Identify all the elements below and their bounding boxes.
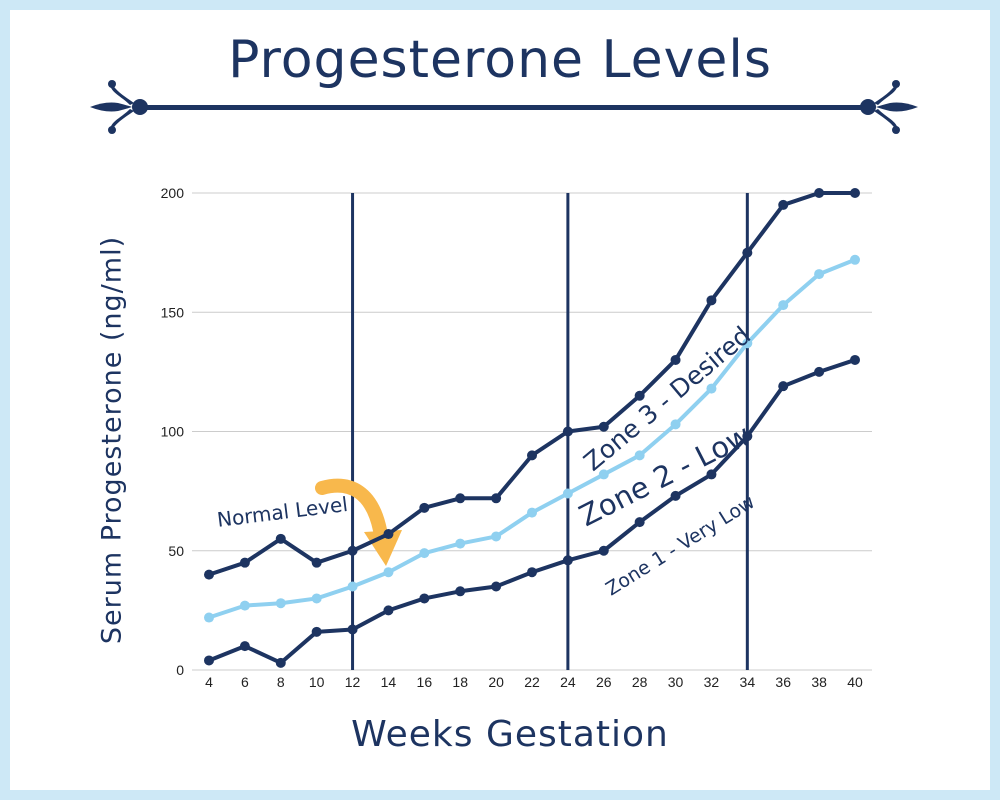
data-point-middle (383, 567, 394, 578)
data-point-lower (598, 545, 609, 556)
left-fleur-ornament (90, 80, 148, 134)
x-tick-label: 16 (417, 674, 433, 690)
data-point-lower (311, 626, 322, 637)
data-point-middle (598, 469, 609, 480)
x-tick-label: 18 (452, 674, 468, 690)
x-tick-label: 24 (560, 674, 576, 690)
data-point-upper (634, 390, 645, 401)
x-tick-label: 10 (309, 674, 325, 690)
x-tick-label: 4 (205, 674, 213, 690)
x-tick-label: 30 (668, 674, 684, 690)
data-point-lower (491, 581, 502, 592)
data-point-lower (706, 469, 717, 480)
data-point-upper (311, 557, 322, 568)
data-point-middle (527, 507, 537, 518)
y-axis-label: Serum Progesterone (ng/ml) (96, 235, 128, 645)
data-point-lower (742, 431, 753, 442)
data-point-upper (419, 502, 430, 513)
data-point-upper (491, 493, 502, 504)
data-point-lower (634, 517, 645, 528)
data-point-upper (527, 450, 537, 461)
x-tick-label: 36 (775, 674, 791, 690)
data-point-lower (455, 586, 466, 597)
data-point-lower (670, 490, 681, 501)
data-point-upper (455, 493, 466, 504)
data-point-upper (670, 354, 681, 365)
x-tick-label: 34 (740, 674, 756, 690)
data-point-lower (527, 567, 537, 578)
data-point-lower (239, 641, 250, 652)
data-point-lower (419, 593, 430, 604)
series-line-middle (208, 257, 856, 620)
data-point-upper (347, 545, 358, 556)
data-point-middle (419, 548, 430, 559)
data-point-upper (275, 533, 286, 544)
y-tick-label: 100 (161, 424, 185, 440)
y-tick-label: 0 (176, 662, 184, 678)
right-fleur-ornament (860, 80, 918, 134)
data-point-middle (850, 254, 860, 265)
x-axis-label: Weeks Gestation (351, 714, 669, 755)
y-tick-label: 50 (168, 543, 184, 559)
data-point-middle (491, 531, 502, 542)
y-tick-label: 200 (161, 185, 185, 201)
x-tick-label: 22 (524, 674, 540, 690)
data-point-lower (850, 354, 860, 365)
data-point-lower (778, 381, 789, 392)
arrow-shaft (315, 478, 387, 537)
data-point-upper (204, 569, 214, 580)
data-point-upper (814, 188, 825, 198)
data-point-upper (383, 529, 394, 540)
normal-level-annotation: Normal Level (216, 492, 349, 532)
x-tick-label: 6 (241, 674, 249, 690)
y-tick-label: 150 (161, 304, 185, 320)
x-tick-label: 40 (847, 674, 863, 690)
data-point-upper (562, 426, 573, 437)
data-point-middle (778, 300, 789, 311)
data-point-middle (239, 600, 250, 611)
data-point-middle (706, 383, 717, 394)
data-point-upper (742, 247, 753, 258)
page-title: Progesterone Levels (228, 30, 772, 90)
ornamental-divider (90, 80, 918, 134)
data-point-middle (347, 581, 358, 592)
divider-line (135, 105, 865, 110)
data-point-middle (311, 593, 322, 604)
data-point-lower (562, 555, 573, 566)
data-point-upper (778, 199, 789, 210)
data-point-lower (204, 655, 214, 666)
data-point-middle (562, 488, 573, 499)
data-point-middle (742, 338, 753, 349)
data-point-upper (239, 557, 250, 568)
x-tick-label: 28 (632, 674, 648, 690)
data-point-middle (455, 538, 466, 549)
data-point-middle (670, 419, 681, 430)
x-tick-label: 8 (277, 674, 285, 690)
x-tick-label: 12 (345, 674, 361, 690)
data-point-middle (204, 612, 214, 623)
x-tick-label: 26 (596, 674, 612, 690)
x-tick-label: 20 (488, 674, 504, 690)
data-point-lower (814, 366, 825, 377)
x-tick-label: 32 (704, 674, 720, 690)
x-tick-label: 38 (811, 674, 827, 690)
data-point-middle (634, 450, 645, 461)
data-point-upper (598, 421, 609, 432)
chart-panel (10, 10, 990, 790)
data-point-middle (275, 598, 286, 609)
data-point-middle (814, 269, 825, 280)
data-point-upper (706, 295, 717, 306)
data-point-lower (347, 624, 358, 635)
data-point-lower (383, 605, 394, 616)
data-point-lower (275, 657, 286, 668)
data-point-upper (850, 188, 860, 198)
x-tick-label: 14 (381, 674, 397, 690)
